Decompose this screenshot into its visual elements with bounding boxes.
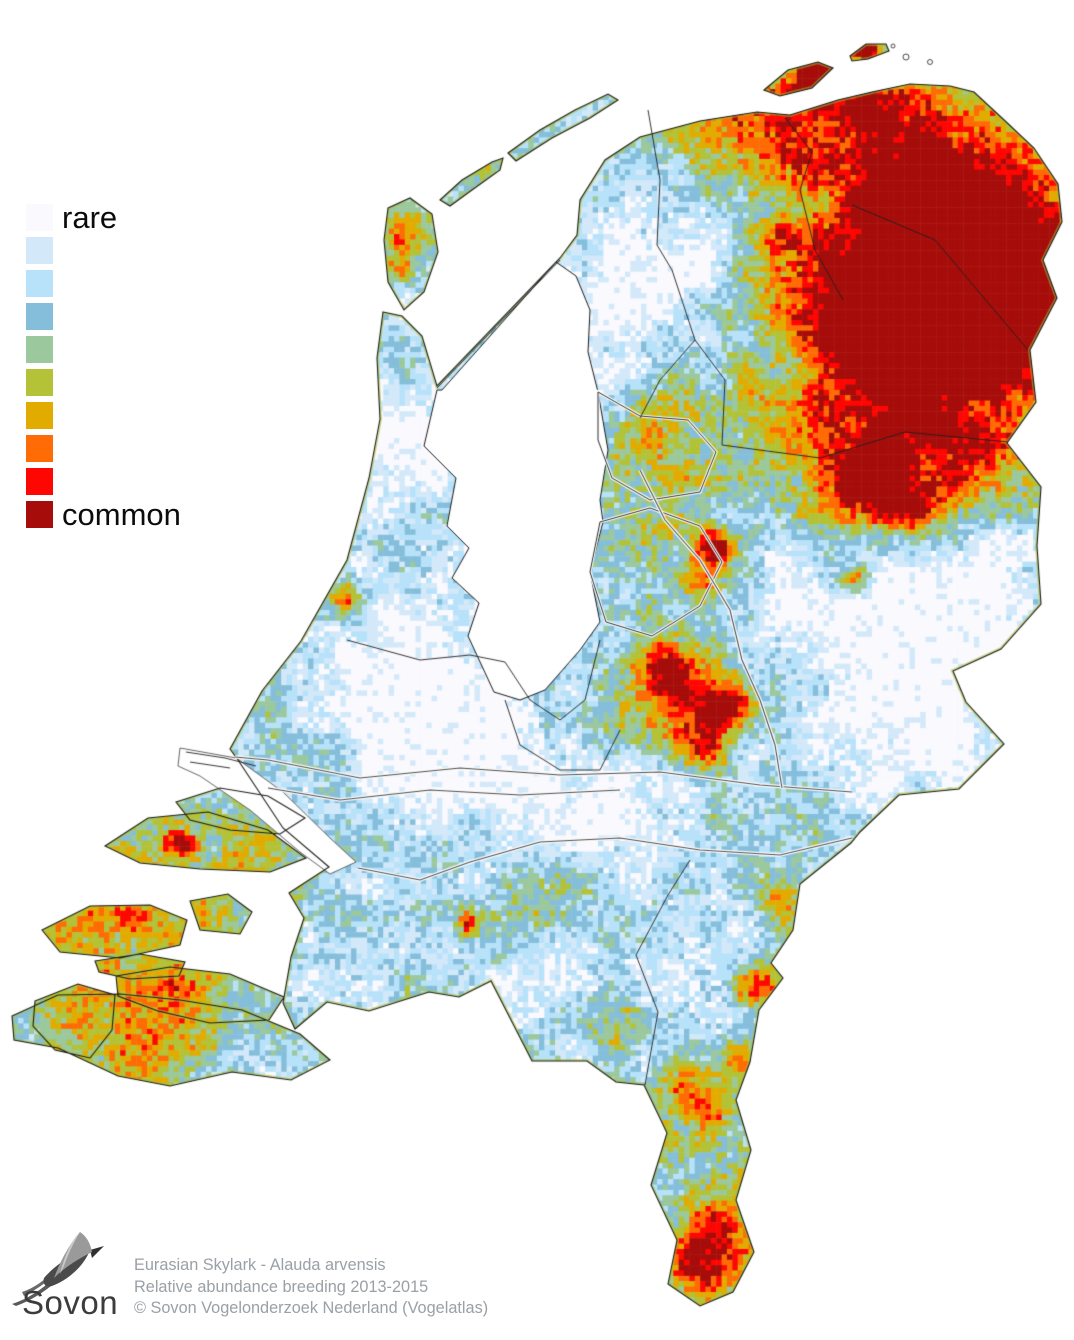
legend-row (26, 336, 181, 363)
legend-label-common: common (62, 497, 181, 532)
legend-swatch (26, 435, 53, 462)
legend-swatch (26, 501, 53, 528)
map-captions: Eurasian Skylark - Alauda arvensis Relat… (134, 1255, 488, 1320)
legend-swatch (26, 336, 53, 363)
abundance-legend: rare common (26, 200, 181, 534)
legend-row (26, 435, 181, 462)
legend-swatch (26, 303, 53, 330)
legend-row (26, 468, 181, 495)
legend-swatch (26, 270, 53, 297)
legend-row (26, 303, 181, 330)
legend-row: common (26, 497, 181, 532)
legend-row (26, 237, 181, 264)
caption-copyright: © Sovon Vogelonderzoek Nederland (Vogela… (134, 1299, 489, 1318)
legend-swatch (26, 369, 53, 396)
legend-swatch (26, 468, 53, 495)
sovon-logo-text: Sovon (22, 1284, 119, 1321)
caption-species: Eurasian Skylark - Alauda arvensis (134, 1256, 386, 1274)
legend-swatch (26, 237, 53, 264)
legend-label-rare: rare (62, 200, 118, 235)
legend-row (26, 270, 181, 297)
legend-row (26, 369, 181, 396)
sovon-logo: Sovon (6, 1228, 156, 1338)
legend-row: rare (26, 200, 181, 235)
swallow-icon (12, 1232, 104, 1306)
legend-row (26, 402, 181, 429)
legend-swatch (26, 402, 53, 429)
legend-swatch (26, 204, 53, 231)
caption-subtitle: Relative abundance breeding 2013-2015 (134, 1277, 429, 1296)
